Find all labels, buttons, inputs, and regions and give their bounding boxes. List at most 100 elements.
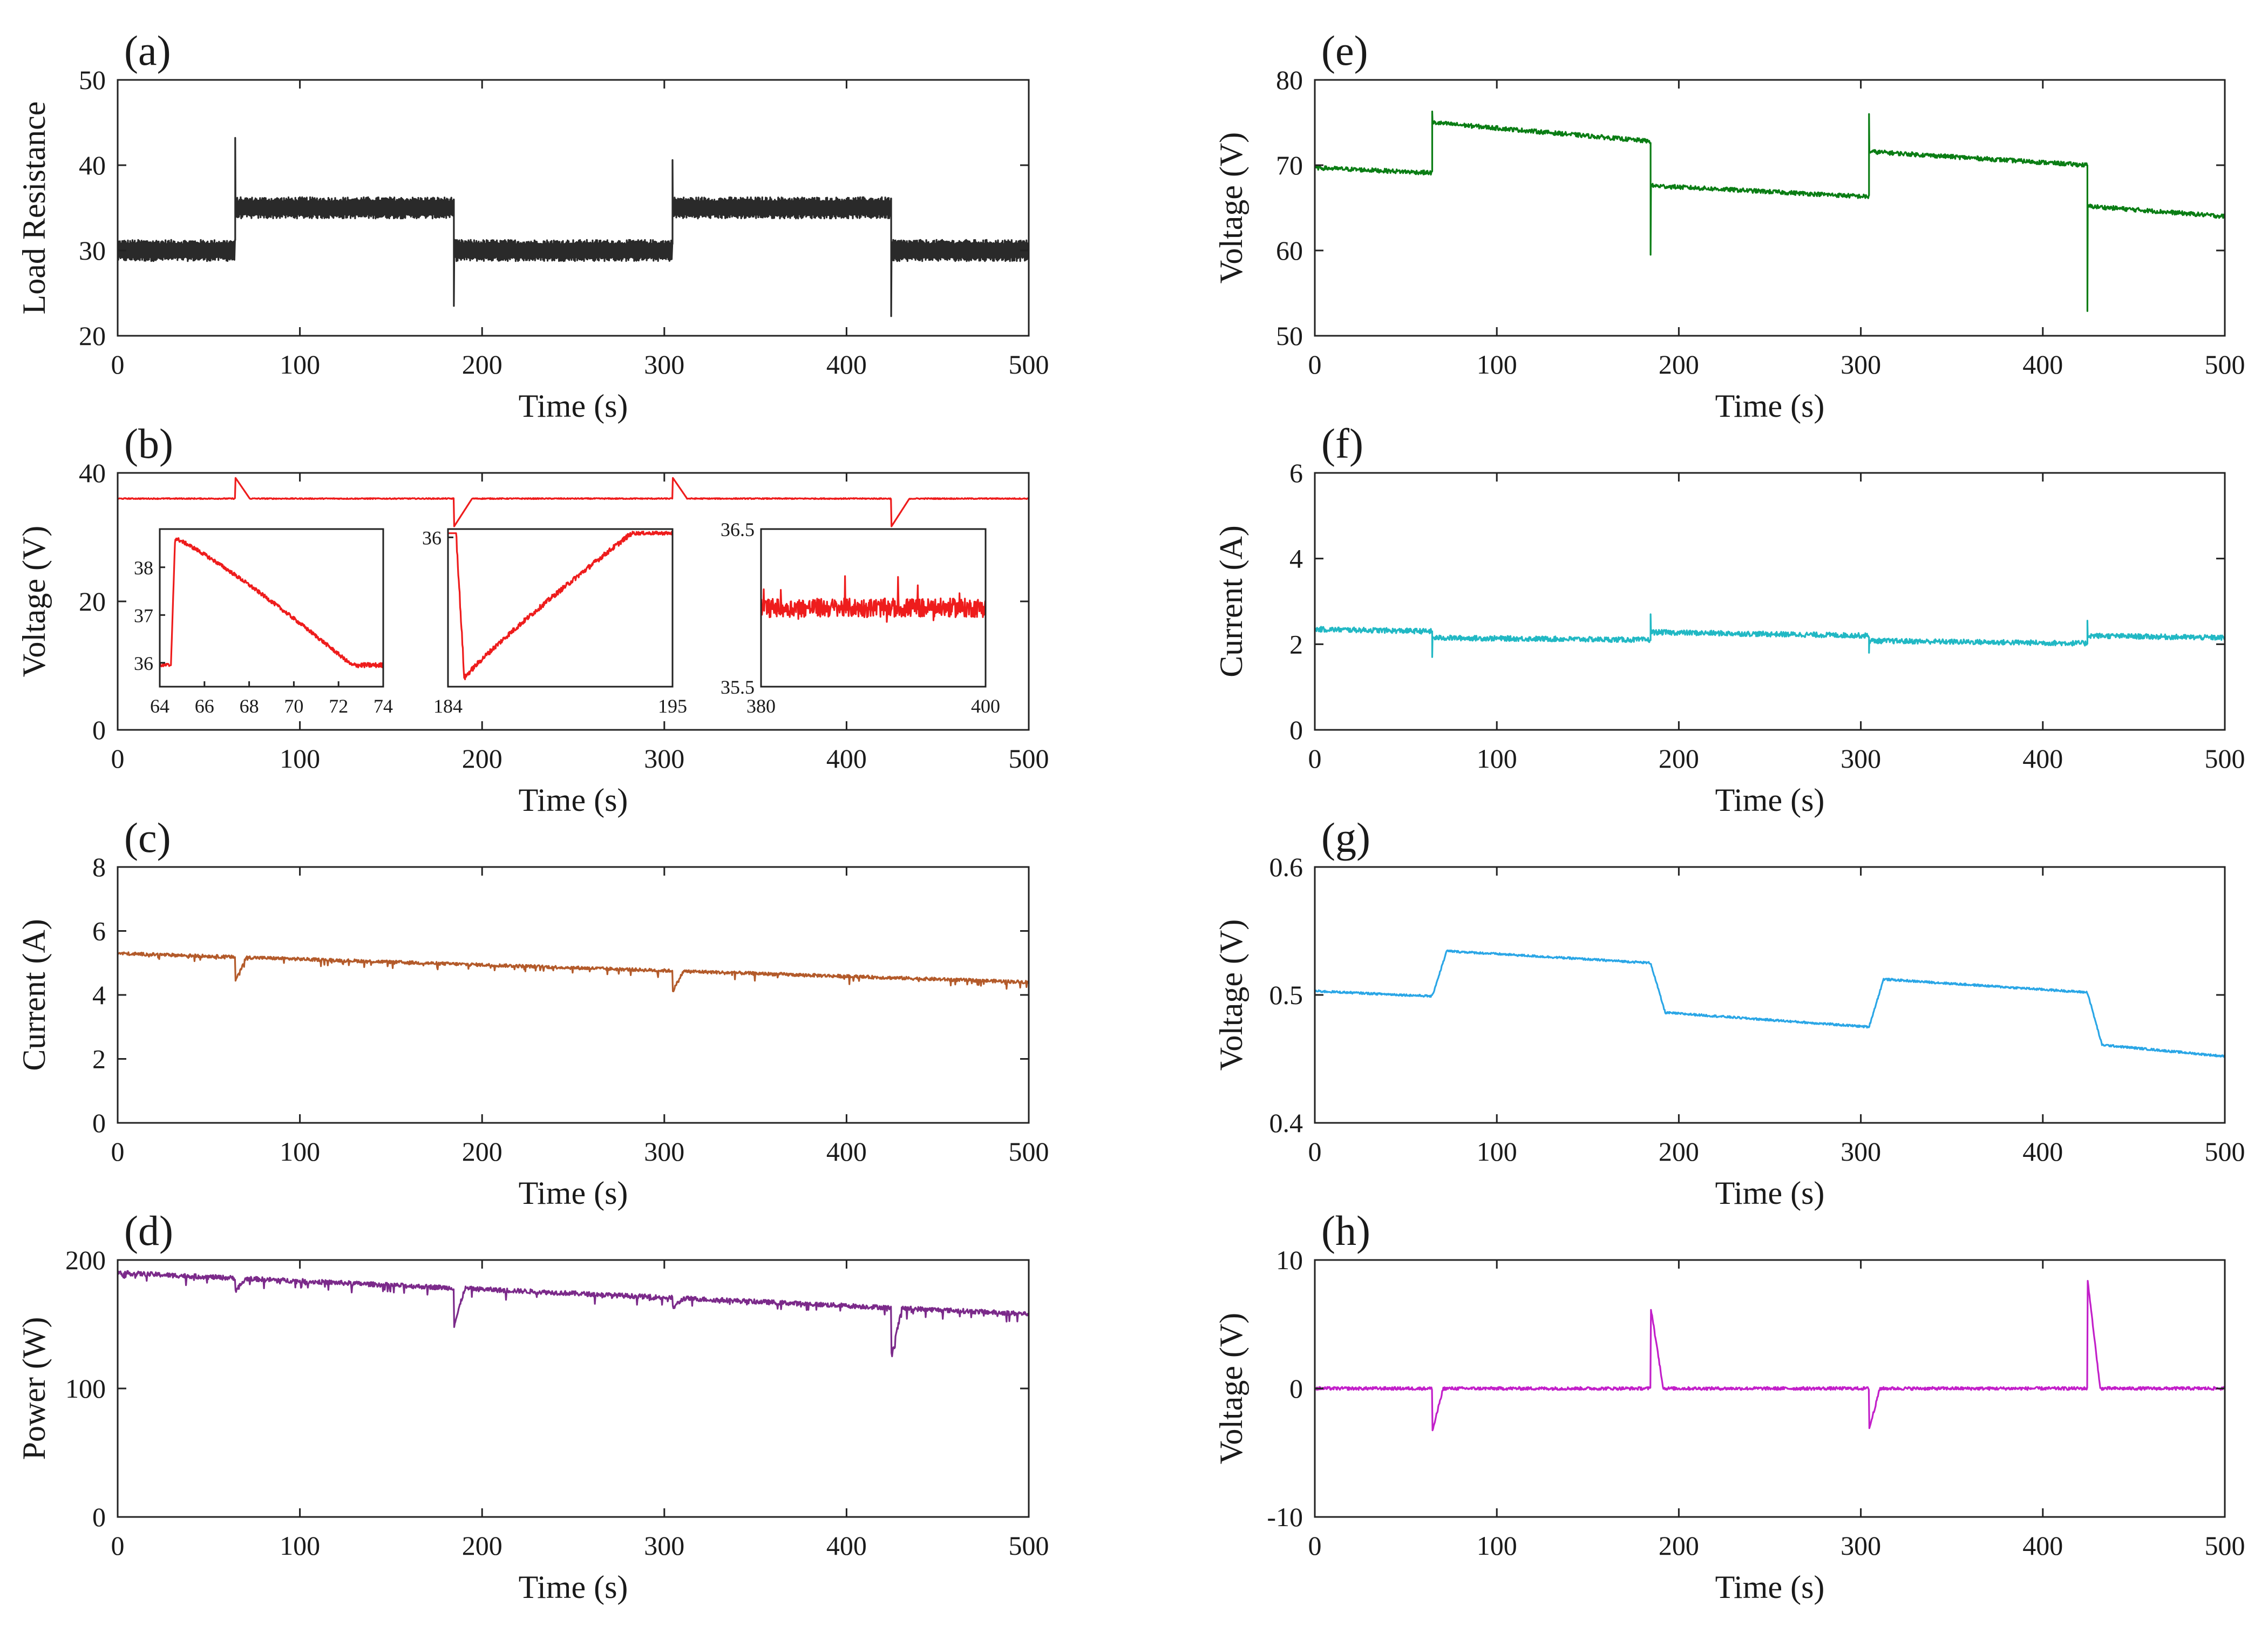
x-tick-label: 100 <box>1477 1530 1517 1561</box>
inset-b-2: 380 400 35.5 36.5 <box>721 519 1000 717</box>
series-line-b-0 <box>118 477 1029 527</box>
inset-y-tick-label: 38 <box>134 557 153 579</box>
inset-x-tick-label: 400 <box>971 695 1000 717</box>
series-line-d-0 <box>118 1270 1029 1358</box>
inset-x-tick-label: 72 <box>329 695 348 717</box>
y-tick-label: 40 <box>79 458 106 488</box>
y-tick-label: 4 <box>92 980 106 1010</box>
y-axis-label: Voltage (V) <box>1213 1313 1249 1465</box>
plot-frame <box>1314 472 2226 731</box>
x-tick-label: 200 <box>1659 743 1699 774</box>
x-tick-label: 500 <box>2205 1530 2245 1561</box>
y-tick-label: 0 <box>92 1108 106 1138</box>
y-axis-label: Voltage (V) <box>1213 919 1249 1071</box>
x-tick-label: 200 <box>462 1136 503 1167</box>
y-tick-label: 4 <box>1289 544 1303 574</box>
y-tick-label: 6 <box>92 916 106 946</box>
plot-frame <box>117 79 1030 337</box>
y-axis-label: Current (A) <box>1213 525 1249 678</box>
inset-y-tick-label: 35.5 <box>721 676 755 698</box>
inset-b-0: 64 66 68 70 72 74 36 37 38 <box>134 528 393 717</box>
x-tick-label: 200 <box>1659 1530 1699 1561</box>
x-tick-label: 0 <box>1308 1136 1322 1167</box>
panel-a: 0 100 200 300 400 500 20 30 40 50 Time (s) Load Res… <box>16 27 1049 424</box>
x-tick-label: 300 <box>1841 743 1881 774</box>
y-tick-label: 0 <box>92 715 106 745</box>
x-tick-label: 200 <box>462 1530 503 1561</box>
y-tick-label: 6 <box>1289 458 1303 488</box>
x-tick-label: 0 <box>111 743 125 774</box>
x-tick-label: 300 <box>644 1136 684 1167</box>
inset-frame <box>447 528 674 688</box>
x-tick-label: 100 <box>280 1136 320 1167</box>
x-tick-label: 200 <box>1659 1136 1699 1167</box>
series-line-g-0 <box>1315 949 2225 1059</box>
panel-d: 0 100 200 300 400 500 0 100 200 Time (s) Power (W)… <box>16 1207 1049 1605</box>
inset-x-tick-label: 64 <box>150 695 169 717</box>
x-axis-label: Time (s) <box>1715 1569 1825 1605</box>
y-tick-label: 80 <box>1276 65 1303 95</box>
x-tick-label: 0 <box>111 1136 125 1167</box>
x-tick-label: 100 <box>1477 743 1517 774</box>
y-tick-label: 0.5 <box>1269 980 1303 1010</box>
y-tick-label: 30 <box>79 235 106 266</box>
x-tick-label: 0 <box>1308 349 1322 380</box>
y-axis-label: Voltage (V) <box>1213 132 1249 284</box>
plot-frame <box>117 866 1030 1124</box>
inset-x-tick-label: 66 <box>195 695 214 717</box>
inset-frame <box>159 528 384 688</box>
x-tick-label: 400 <box>2022 1530 2063 1561</box>
inset-x-tick-label: 380 <box>746 695 776 717</box>
x-tick-label: 400 <box>2022 1136 2063 1167</box>
inset-x-tick-label: 74 <box>374 695 393 717</box>
panel-e: 0 100 200 300 400 500 50 60 70 80 Time (s) Voltage … <box>1213 27 2245 424</box>
inset-background <box>448 529 673 687</box>
x-tick-label: 400 <box>2022 743 2063 774</box>
x-tick-label: 300 <box>644 349 684 380</box>
x-tick-label: 400 <box>826 743 867 774</box>
y-tick-label: 50 <box>79 65 106 95</box>
y-axis-label: Current (A) <box>16 919 52 1071</box>
y-tick-label: 0.6 <box>1269 852 1303 882</box>
y-tick-label: 100 <box>65 1373 106 1404</box>
x-tick-label: 100 <box>280 743 320 774</box>
x-tick-label: 100 <box>280 1530 320 1561</box>
series-line-c-0 <box>118 951 1029 992</box>
inset-y-tick-label: 36 <box>422 527 442 548</box>
panel-label: (c) <box>124 814 171 861</box>
x-tick-label: 100 <box>1477 1136 1517 1167</box>
y-axis-label: Power (W) <box>16 1317 52 1460</box>
panel-c: 0 100 200 300 400 500 0 2 4 6 8 Time (s) Current (A)… <box>16 814 1049 1211</box>
y-axis-label: Load Resistance <box>16 101 52 315</box>
x-tick-label: 0 <box>111 349 125 380</box>
x-tick-label: 500 <box>2205 1136 2245 1167</box>
y-tick-label: 20 <box>79 586 106 616</box>
inset-y-tick-label: 37 <box>134 605 153 626</box>
y-tick-label: 40 <box>79 150 106 180</box>
inset-x-tick-label: 184 <box>433 695 463 717</box>
y-tick-label: 0 <box>1289 1373 1303 1404</box>
x-tick-label: 400 <box>826 349 867 380</box>
y-tick-label: 200 <box>65 1245 106 1275</box>
panel-g: 0 100 200 300 400 500 0.4 0.5 0.6 Time (s) Voltage… <box>1213 814 2245 1211</box>
x-tick-label: 200 <box>462 743 503 774</box>
y-tick-label: 2 <box>92 1044 106 1074</box>
x-tick-label: 100 <box>280 349 320 380</box>
x-axis-label: Time (s) <box>1715 782 1825 818</box>
panel-f: 0 100 200 300 400 500 0 2 4 6 Time (s) Current (A) (… <box>1213 420 2245 818</box>
panel-label: (a) <box>124 27 171 74</box>
panel-b: 0 100 200 300 400 500 0 20 40 Time (s) Voltage (V)… <box>16 420 1049 818</box>
inset-series-line <box>448 531 673 680</box>
y-tick-label: 8 <box>92 852 106 882</box>
panel-label: (d) <box>124 1207 173 1254</box>
x-tick-label: 500 <box>1009 1530 1049 1561</box>
x-tick-label: 300 <box>1841 1136 1881 1167</box>
y-tick-label: 2 <box>1289 629 1303 659</box>
inset-x-tick-label: 68 <box>240 695 259 717</box>
y-tick-label: 60 <box>1276 235 1303 266</box>
x-tick-label: 0 <box>1308 1530 1322 1561</box>
x-tick-label: 300 <box>1841 349 1881 380</box>
inset-series-line <box>761 575 986 623</box>
y-tick-label: 0 <box>92 1502 106 1532</box>
